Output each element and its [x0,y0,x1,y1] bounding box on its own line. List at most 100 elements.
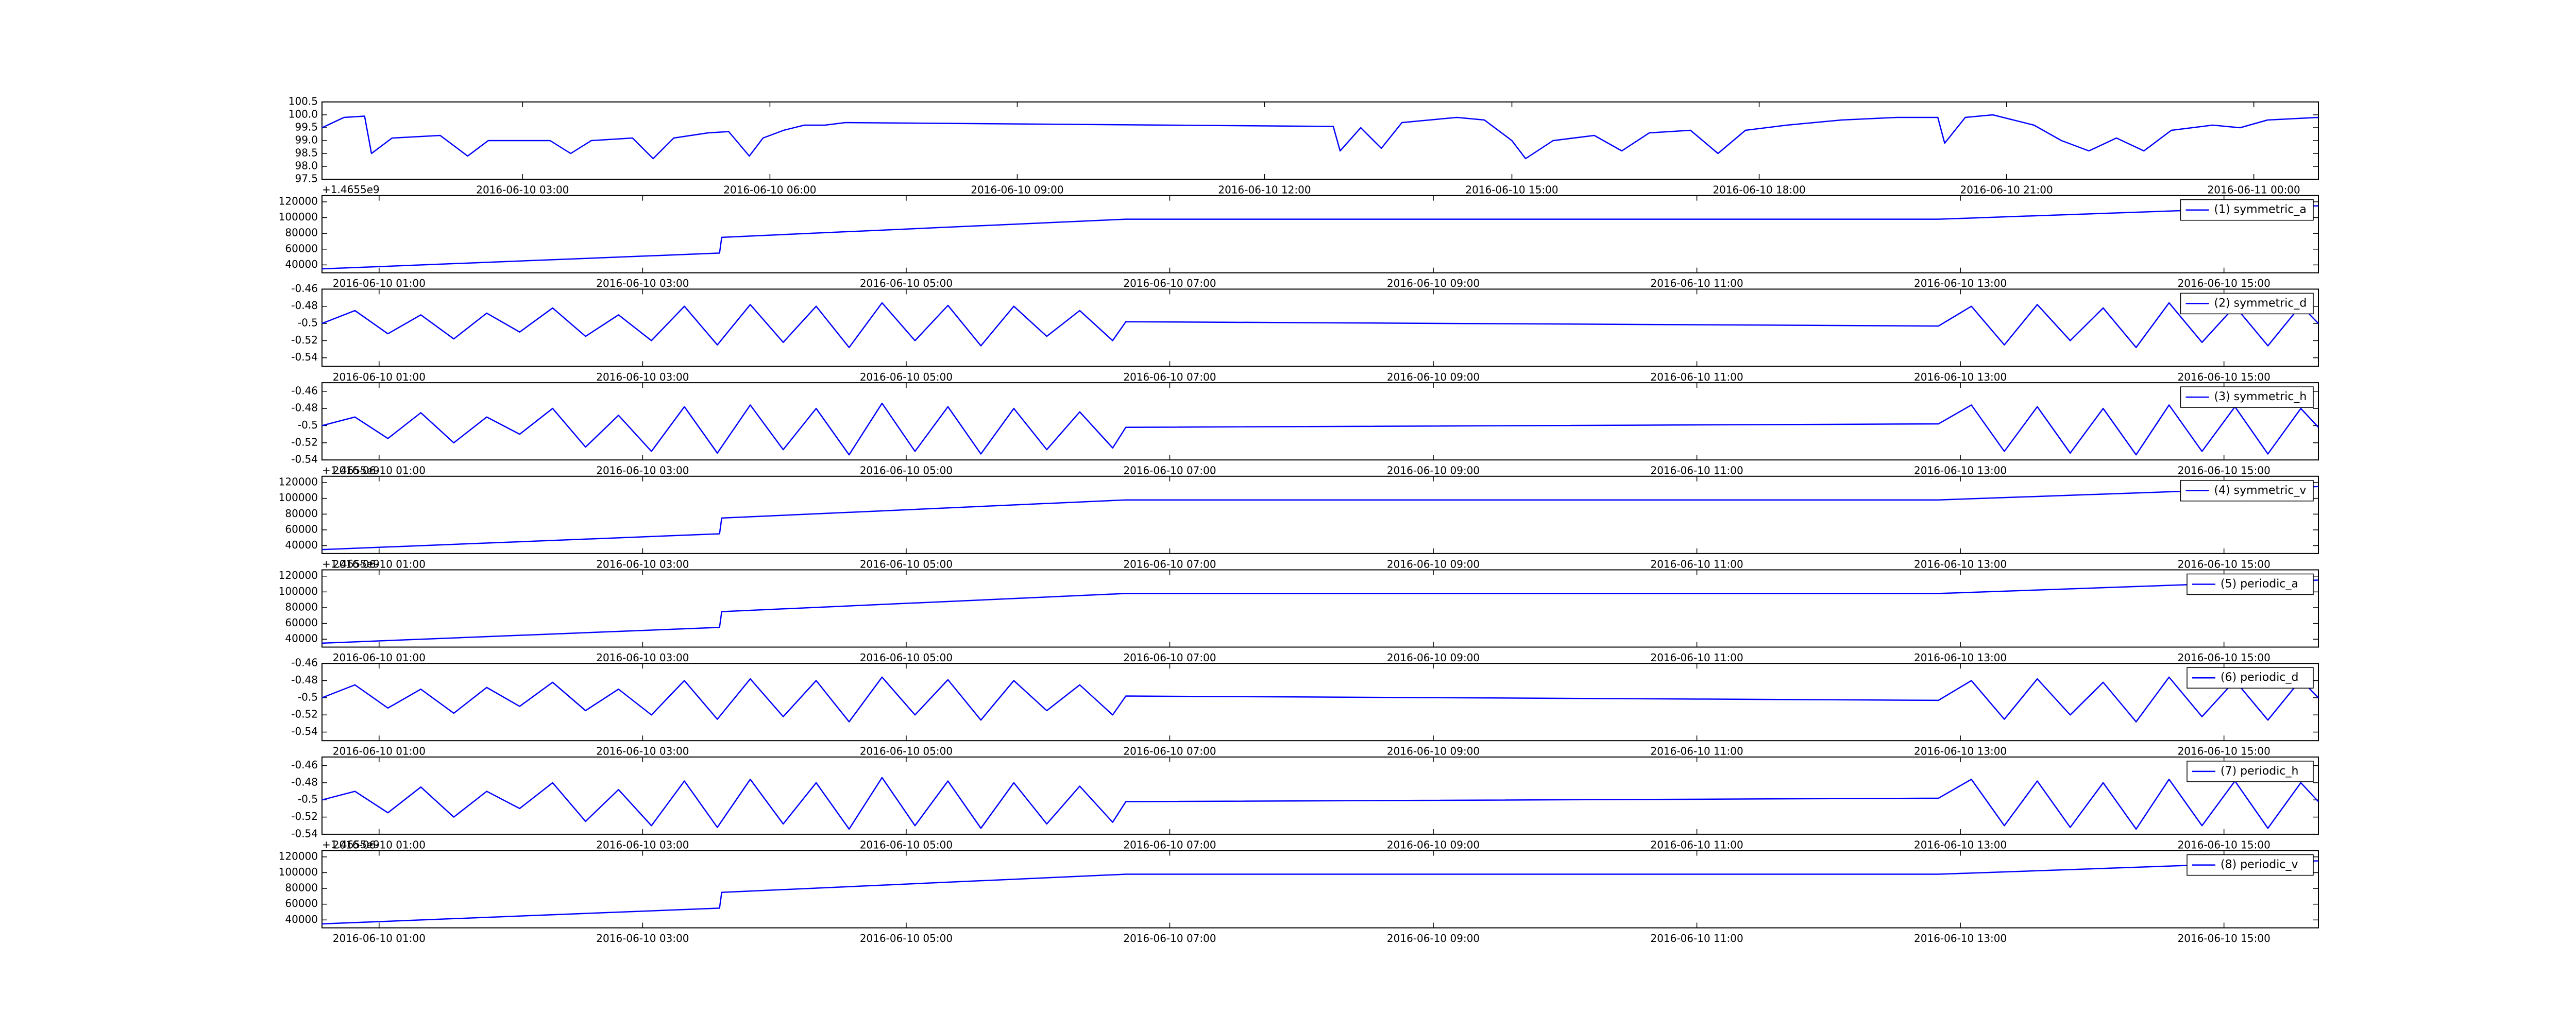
x-tick-label: 2016-06-10 05:00 [860,277,953,289]
x-tick-label: 2016-06-10 03:00 [596,465,689,477]
axes-frame [321,101,2319,180]
y-offset-label: +1.4655e9 [322,183,380,196]
y-tick-label: 40000 [285,913,318,925]
y-tick-label: -0.48 [291,402,318,414]
y-tick-label: 60000 [285,616,318,629]
y-tick-label: 80000 [285,600,318,613]
y-tick-label: 60000 [285,523,318,535]
x-tick-label: 2016-06-10 13:00 [1914,932,2007,945]
x-tick-label: 2016-06-10 15:00 [2178,558,2270,570]
x-tick-label: 2016-06-10 01:00 [333,277,426,289]
x-tick-label: 2016-06-10 01:00 [333,745,426,758]
x-tick-label: 2016-06-10 15:00 [1465,184,1558,196]
x-tick-label: 2016-06-10 07:00 [1123,371,1216,383]
y-tick-label: 80000 [285,227,318,239]
x-tick-label: 2016-06-10 09:00 [1387,838,1480,851]
y-tick-label: 80000 [285,882,318,894]
y-tick-label: 99.5 [295,121,318,133]
y-tick-label: 100000 [279,585,318,597]
axes-frame [321,756,2319,835]
x-tick-label: 2016-06-10 09:00 [1387,277,1480,289]
y-tick-label: -0.48 [291,776,318,788]
x-tick-label: 2016-06-10 06:00 [723,184,816,196]
x-tick-label: 2016-06-10 03:00 [596,932,689,945]
x-tick-label: 2016-06-10 21:00 [1960,184,2053,196]
y-tick-label: 100.5 [289,95,318,108]
x-tick-label: 2016-06-10 15:00 [2178,932,2270,945]
x-tick-label: 2016-06-10 01:00 [333,932,426,945]
data-line [321,302,2319,348]
legend-label: (2) symmetric_d [2214,297,2307,310]
x-tick-label: 2016-06-10 01:00 [333,838,426,851]
x-tick-label: 2016-06-10 05:00 [860,651,953,664]
x-tick-label: 2016-06-10 09:00 [1387,558,1480,570]
y-tick-label: 80000 [285,507,318,520]
y-tick-label: -0.48 [291,674,318,686]
x-tick-label: 2016-06-10 07:00 [1123,745,1216,758]
x-tick-label: 2016-06-10 05:00 [860,838,953,851]
legend-label: (5) periodic_a [2221,578,2298,591]
y-tick-label: 120000 [279,476,318,488]
x-tick-label: 2016-06-10 13:00 [1914,558,2007,570]
y-tick-label: -0.52 [291,436,318,448]
x-tick-label: 2016-06-10 13:00 [1914,277,2007,289]
x-tick-label: 2016-06-10 09:00 [1387,932,1480,945]
x-tick-label: 2016-06-10 07:00 [1123,277,1216,289]
y-tick-label: -0.54 [291,453,318,466]
y-tick-label: -0.46 [291,657,318,669]
axes-frame [321,382,2319,461]
x-tick-label: 2016-06-10 09:00 [1387,745,1480,758]
y-tick-label: 120000 [279,850,318,862]
y-tick-label: -0.48 [291,299,318,312]
y-tick-label: 40000 [285,632,318,645]
x-tick-label: 2016-06-10 11:00 [1650,651,1743,664]
data-line [321,777,2319,830]
data-line [321,579,2319,644]
x-tick-label: 2016-06-10 01:00 [333,371,426,383]
x-tick-label: 2016-06-10 03:00 [596,277,689,289]
y-tick-label: 100000 [279,491,318,504]
legend-label: (3) symmetric_h [2214,390,2307,403]
y-tick-label: 40000 [285,258,318,270]
y-tick-label: -0.54 [291,725,318,737]
y-offset-label: +1.4655e9 [322,464,380,476]
y-tick-label: -0.46 [291,384,318,397]
x-tick-label: 2016-06-10 09:00 [1387,465,1480,477]
x-tick-label: 2016-06-10 13:00 [1914,371,2007,383]
x-tick-label: 2016-06-10 13:00 [1914,745,2007,758]
axes-frame [321,569,2319,648]
x-tick-label: 2016-06-10 09:00 [971,184,1063,196]
y-tick-label: 97.5 [295,173,318,185]
y-tick-label: -0.46 [291,282,318,295]
x-tick-label: 2016-06-10 11:00 [1650,371,1743,383]
x-tick-label: 2016-06-10 15:00 [2178,371,2270,383]
y-tick-label: 98.5 [295,147,318,159]
x-tick-label: 2016-06-10 01:00 [333,558,426,570]
data-line [321,114,2319,160]
legend-label: (8) periodic_v [2221,859,2298,871]
x-tick-label: 2016-06-10 05:00 [860,465,953,477]
y-tick-label: -0.54 [291,827,318,839]
y-tick-label: 40000 [285,539,318,551]
x-tick-label: 2016-06-10 03:00 [476,184,569,196]
x-tick-label: 2016-06-10 03:00 [596,371,689,383]
data-line [321,486,2319,551]
x-tick-label: 2016-06-10 05:00 [860,371,953,383]
y-tick-label: 60000 [285,897,318,909]
y-tick-label: -0.5 [298,419,318,431]
data-line [321,676,2319,723]
y-tick-label: -0.46 [291,759,318,771]
x-tick-label: 2016-06-10 07:00 [1123,932,1216,945]
x-tick-label: 2016-06-10 03:00 [596,651,689,664]
x-tick-label: 2016-06-10 01:00 [333,651,426,664]
x-tick-label: 2016-06-10 11:00 [1650,277,1743,289]
x-tick-label: 2016-06-10 11:00 [1650,558,1743,570]
x-tick-label: 2016-06-10 03:00 [596,558,689,570]
legend-label: (4) symmetric_v [2214,484,2307,497]
x-tick-label: 2016-06-10 05:00 [860,558,953,570]
axes-frame [321,663,2319,742]
x-tick-label: 2016-06-10 05:00 [860,745,953,758]
x-tick-label: 2016-06-10 15:00 [2178,745,2270,758]
y-tick-label: 99.0 [295,134,318,146]
